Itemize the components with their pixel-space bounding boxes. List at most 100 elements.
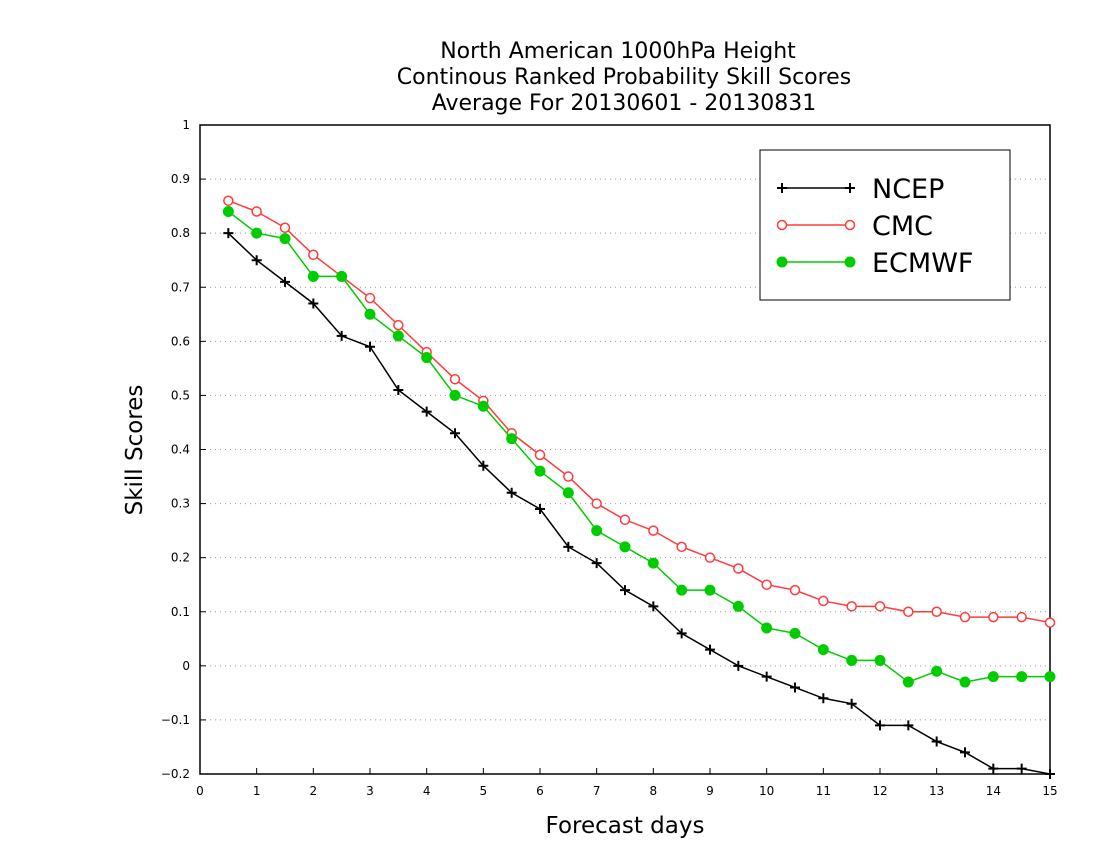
data-point-cmc xyxy=(676,541,687,553)
y-tick-label: −0.2 xyxy=(161,767,190,781)
y-tick-label: −0.1 xyxy=(161,713,190,727)
data-point-ncep xyxy=(563,541,574,552)
data-point-ecmwf xyxy=(704,584,716,596)
x-tick-label: 2 xyxy=(310,784,318,798)
data-point-ecmwf xyxy=(421,352,433,364)
data-point-ncep xyxy=(761,671,772,682)
legend-label-ecmwf: ECMWF xyxy=(872,248,973,279)
data-point-ecmwf xyxy=(1016,671,1028,683)
data-point-cmc xyxy=(874,601,886,612)
x-axis: 0 1 2 3 4 5 6 7 8 9 10 11 12 13 14 15 xyxy=(196,768,1058,798)
data-point-ncep xyxy=(450,428,460,439)
data-point-ncep xyxy=(676,628,687,639)
x-tick-label: 12 xyxy=(872,784,887,798)
data-point-cmc xyxy=(279,222,291,234)
chart-title: North American 1000hPa Height Continous … xyxy=(397,39,851,116)
y-tick-label: 0.5 xyxy=(171,388,190,402)
y-tick-label: 0.9 xyxy=(171,172,190,186)
data-point-cmc xyxy=(846,601,857,612)
data-point-cmc xyxy=(818,595,829,607)
x-tick-label: 6 xyxy=(536,784,544,798)
data-point-ecmwf xyxy=(307,270,319,282)
y-tick-label: 0.4 xyxy=(171,443,190,457)
data-point-ecmwf xyxy=(959,676,971,688)
legend: NCEP CMC ECMWF xyxy=(759,149,1011,301)
title-line-2: Continous Ranked Probability Skill Score… xyxy=(397,65,851,90)
data-point-ecmwf xyxy=(647,557,659,569)
x-tick-label: 7 xyxy=(593,784,601,798)
data-point-cmc xyxy=(563,471,574,482)
x-tick-label: 1 xyxy=(253,784,261,798)
data-point-ecmwf xyxy=(987,671,999,683)
series-lines xyxy=(222,195,1056,779)
data-point-ncep xyxy=(591,558,602,569)
data-point-ncep xyxy=(875,720,885,731)
x-tick-label: 3 xyxy=(366,784,374,798)
data-point-ecmwf xyxy=(591,525,603,537)
data-point-ncep xyxy=(365,341,375,352)
data-point-cmc xyxy=(449,373,461,385)
x-tick-label: 13 xyxy=(929,784,944,798)
data-point-ecmwf xyxy=(336,270,348,282)
title-line-3: Average For 20130601 - 20130831 xyxy=(432,91,817,116)
data-point-ncep xyxy=(421,406,432,417)
legend-marker-ncep xyxy=(845,183,855,193)
data-point-ecmwf xyxy=(506,433,518,445)
y-tick-label: 0.7 xyxy=(171,280,190,294)
data-point-ncep xyxy=(1045,769,1055,779)
data-point-ecmwf xyxy=(676,584,688,596)
data-point-ecmwf xyxy=(789,627,801,639)
data-point-ecmwf xyxy=(477,400,489,412)
data-point-cmc xyxy=(364,292,376,304)
data-point-cmc xyxy=(534,449,546,461)
y-tick-label: 0.1 xyxy=(171,605,190,619)
data-point-cmc xyxy=(931,606,942,617)
y-tick-label: 0 xyxy=(182,659,190,673)
y-tick-label: 0.8 xyxy=(171,226,190,240)
data-point-ncep xyxy=(931,736,942,747)
legend-marker-ecmwf xyxy=(776,256,788,268)
data-point-cmc xyxy=(1016,611,1027,623)
data-point-ncep xyxy=(223,228,234,239)
data-point-ecmwf xyxy=(534,465,546,477)
data-point-ncep xyxy=(620,585,630,596)
data-point-ncep xyxy=(818,693,829,704)
data-point-cmc xyxy=(733,563,744,574)
y-axis: −0.2 −0.1 0 0.1 0.2 0.3 0.4 0.5 0.6 0.7 0.8 0.9 1 xyxy=(161,118,206,781)
data-point-cmc xyxy=(308,249,319,261)
data-point-ecmwf xyxy=(761,622,773,634)
data-point-cmc xyxy=(619,514,631,526)
data-point-ncep xyxy=(903,720,914,731)
data-point-ncep xyxy=(705,644,715,655)
x-tick-label: 15 xyxy=(1042,784,1057,798)
data-point-ncep xyxy=(960,747,970,758)
title-line-1: North American 1000hPa Height xyxy=(440,39,796,64)
data-point-cmc xyxy=(959,611,971,623)
data-point-ecmwf xyxy=(222,206,234,218)
x-tick-label: 0 xyxy=(196,784,204,798)
legend-marker-ncep xyxy=(777,183,787,193)
legend-label-cmc: CMC xyxy=(872,211,933,242)
data-point-ecmwf xyxy=(619,541,631,553)
y-axis-label: Skill Scores xyxy=(122,385,148,516)
x-tick-label: 14 xyxy=(986,784,1001,798)
data-point-cmc xyxy=(789,584,801,596)
data-point-ecmwf xyxy=(902,676,914,688)
data-point-ncep xyxy=(790,682,800,693)
data-point-ncep xyxy=(506,487,517,498)
data-point-ncep xyxy=(1016,763,1027,774)
data-point-ncep xyxy=(648,601,659,612)
x-tick-label: 4 xyxy=(423,784,431,798)
data-point-ncep xyxy=(308,298,319,309)
data-point-cmc xyxy=(223,195,234,206)
data-point-ecmwf xyxy=(732,600,744,612)
data-point-cmc xyxy=(591,498,602,509)
data-point-ecmwf xyxy=(874,654,886,666)
y-tick-label: 0.6 xyxy=(171,334,190,348)
legend-label-ncep: NCEP xyxy=(872,174,944,205)
y-tick-label: 1 xyxy=(182,118,190,132)
data-point-ncep xyxy=(251,255,262,266)
data-point-cmc xyxy=(393,319,404,331)
data-point-ecmwf xyxy=(931,665,943,677)
